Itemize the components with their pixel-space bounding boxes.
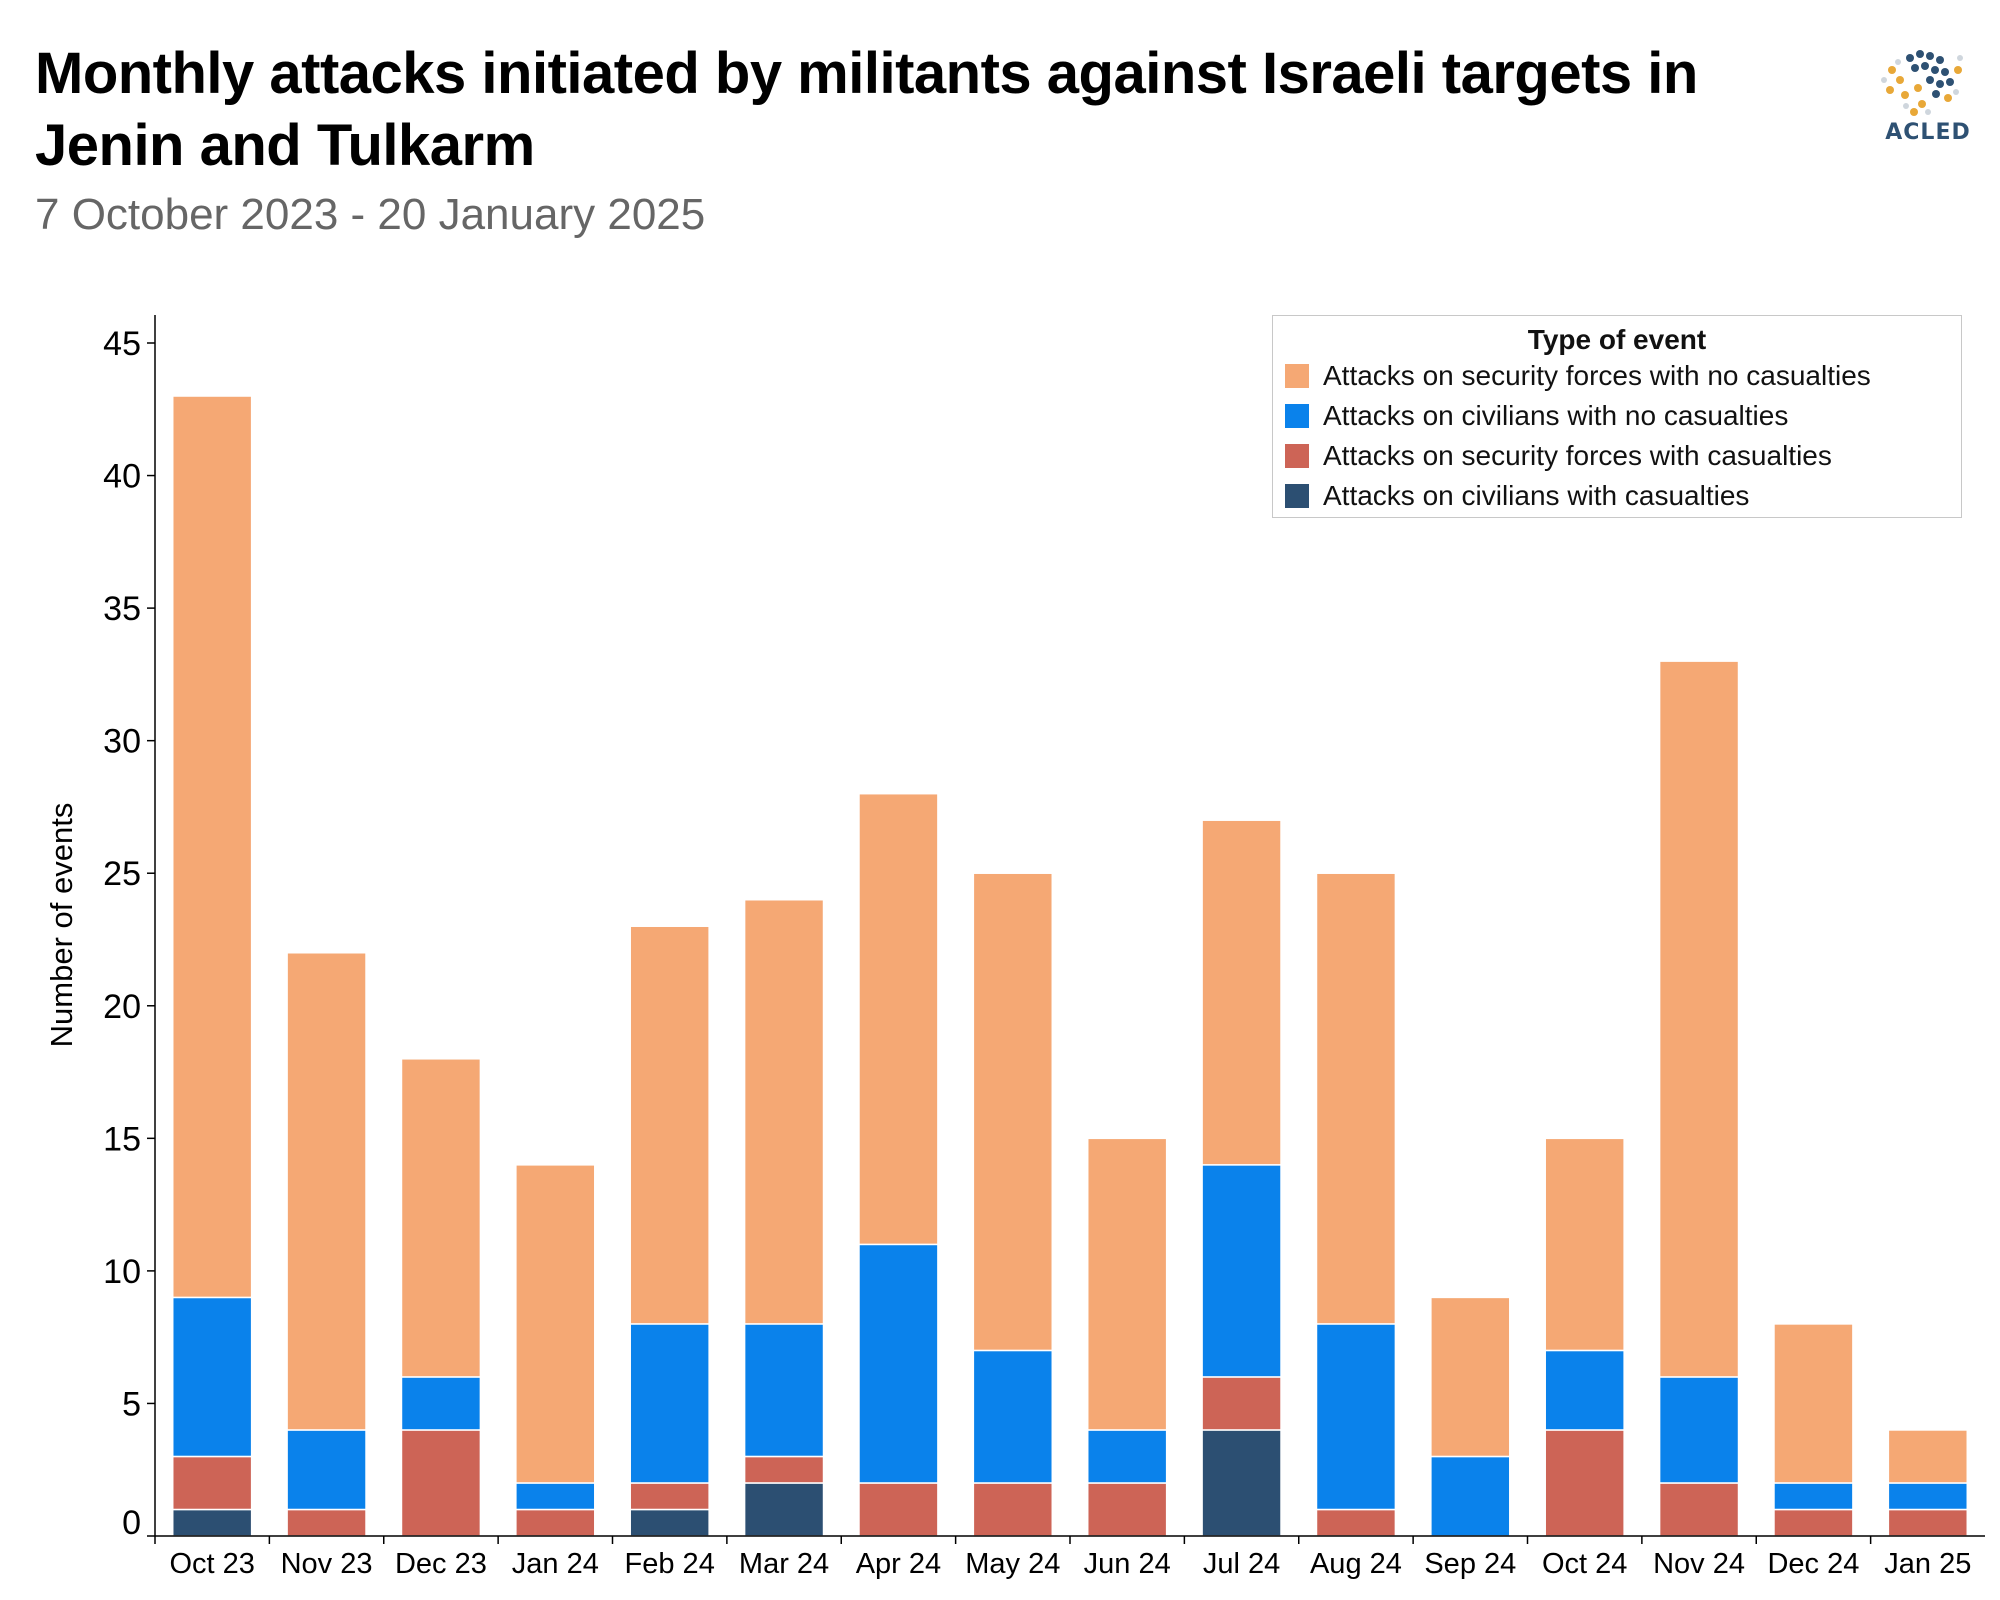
bar-segment <box>972 872 1054 1352</box>
legend-title: Type of event <box>1527 324 1707 355</box>
bar-segment <box>743 1482 825 1537</box>
legend: Type of event Attacks on security forces… <box>1272 315 1962 518</box>
bar-segment <box>1887 1482 1969 1511</box>
bar-segment <box>400 1058 482 1378</box>
legend-label: Attacks on civilians with no casualties <box>1323 400 1789 431</box>
acled-logo-text: ACLED <box>1885 120 1971 145</box>
y-tick-label: 20 <box>103 988 141 1026</box>
bar-segment <box>171 395 253 1299</box>
chart-subtitle: 7 October 2023 - 20 January 2025 <box>35 190 706 239</box>
x-tick-label: Jul 24 <box>1203 1548 1280 1580</box>
bar-segment <box>1201 1429 1282 1537</box>
y-axis-label: Number of events <box>44 803 79 1048</box>
bar-segment <box>1201 819 1282 1166</box>
bar-segment <box>1658 1376 1740 1484</box>
x-tick-label: Dec 24 <box>1767 1548 1859 1580</box>
bar-segment <box>1315 1508 1397 1537</box>
legend-label: Attacks on security forces with casualti… <box>1323 440 1832 471</box>
bar-segment <box>286 952 367 1431</box>
bar-segment <box>1773 1508 1854 1537</box>
bar-segment <box>1544 1349 1625 1431</box>
bar-segment <box>1658 1482 1740 1537</box>
bar-segment <box>743 1323 825 1458</box>
bar-segment <box>858 1482 939 1537</box>
y-tick-label: 15 <box>103 1120 141 1158</box>
legend-item-civ-cas: Attacks on civilians with casualties <box>1285 476 1961 516</box>
bar-segment <box>286 1508 367 1537</box>
y-tick-label: 40 <box>103 458 141 496</box>
bar-segment <box>400 1376 482 1431</box>
bar-segment <box>1773 1482 1854 1511</box>
bar-segment <box>400 1429 482 1537</box>
legend-swatch <box>1285 484 1309 508</box>
bar-segment <box>515 1482 596 1511</box>
y-tick-label: 0 <box>122 1504 141 1542</box>
acled-logo-icon <box>1881 50 1963 116</box>
legend-label: Attacks on security forces with no casua… <box>1323 360 1871 391</box>
legend-swatch <box>1285 444 1309 468</box>
bar-segment <box>1086 1482 1168 1537</box>
y-tick-label: 25 <box>103 855 141 893</box>
legend-swatch <box>1285 404 1309 428</box>
chart-title: Monthly attacks initiated by militants a… <box>35 41 1698 178</box>
bar-segment <box>743 898 825 1325</box>
bar-segment <box>1086 1137 1168 1431</box>
bar-segment <box>629 1508 710 1537</box>
bar-segment <box>858 1243 939 1484</box>
x-tick-label: Oct 23 <box>169 1548 254 1580</box>
legend-item-sec-cas: Attacks on security forces with casualti… <box>1285 436 1961 476</box>
bar-segment <box>743 1455 825 1484</box>
bar-segment <box>1887 1429 1969 1484</box>
legend-swatch <box>1285 364 1309 388</box>
bar-segment <box>171 1455 253 1511</box>
bar-segment <box>1315 872 1397 1325</box>
x-tick-label: Feb 24 <box>625 1548 715 1580</box>
bar-segment <box>629 1482 710 1511</box>
x-tick-label: Mar 24 <box>739 1548 829 1580</box>
bar-segment <box>286 1429 367 1511</box>
bar-segment <box>1201 1376 1282 1431</box>
bar-segment <box>1201 1164 1282 1378</box>
x-tick-label: Jun 24 <box>1084 1548 1171 1580</box>
bar-segment <box>1430 1296 1511 1458</box>
legend-label: Attacks on civilians with casualties <box>1323 480 1750 511</box>
bars-layer <box>171 395 1969 1537</box>
x-tick-label: May 24 <box>965 1548 1060 1580</box>
bar-segment <box>858 792 939 1246</box>
y-tick-label: 10 <box>103 1253 141 1291</box>
bar-segment <box>515 1508 596 1537</box>
x-tick-label: Jan 25 <box>1884 1548 1971 1580</box>
x-tick-label: Jan 24 <box>512 1548 599 1580</box>
bar-segment <box>1773 1323 1854 1484</box>
x-tick-label: Sep 24 <box>1424 1548 1516 1580</box>
x-tick-label: Nov 24 <box>1653 1548 1745 1580</box>
x-tick-label: Oct 24 <box>1542 1548 1627 1580</box>
bar-segment <box>515 1164 596 1484</box>
x-tick-label: Aug 24 <box>1310 1548 1402 1580</box>
bar-segment <box>1887 1508 1969 1537</box>
x-tick-label: Dec 23 <box>395 1548 487 1580</box>
bar-segment <box>171 1296 253 1458</box>
bar-segment <box>171 1508 253 1537</box>
axes-layer: Oct 23 Nov 23 Dec 23 Jan 24 Feb 24 Mar 24 Apr … <box>103 315 1985 1580</box>
bar-segment <box>972 1482 1054 1537</box>
legend-item-sec-no-cas: Attacks on security forces with no casua… <box>1285 356 1961 396</box>
bar-segment <box>1315 1323 1397 1511</box>
y-tick-label: 35 <box>103 590 141 628</box>
bar-segment <box>1086 1429 1168 1484</box>
bar-segment <box>1430 1455 1511 1537</box>
bar-segment <box>1658 660 1740 1378</box>
bar-segment <box>1544 1429 1625 1537</box>
y-tick-label: 30 <box>103 723 141 761</box>
x-tick-label: Apr 24 <box>856 1548 941 1580</box>
bar-segment <box>629 925 710 1325</box>
y-tick-label: 5 <box>122 1385 141 1423</box>
bar-segment <box>972 1349 1054 1484</box>
x-tick-label: Nov 23 <box>281 1548 373 1580</box>
bar-segment <box>629 1323 710 1484</box>
legend-item-civ-no-cas: Attacks on civilians with no casualties <box>1285 396 1961 436</box>
bar-segment <box>1544 1137 1625 1352</box>
y-tick-label: 45 <box>103 325 141 363</box>
